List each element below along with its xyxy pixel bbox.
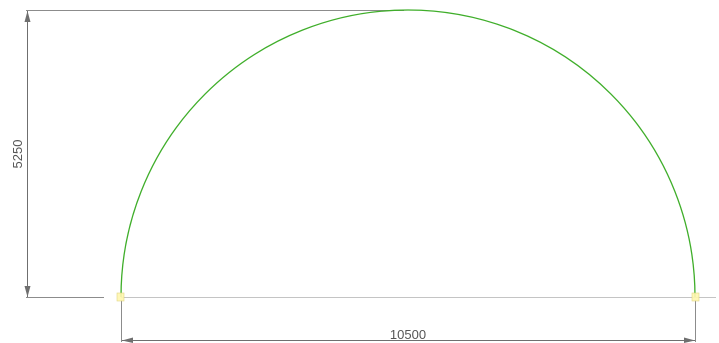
- semicircle-arc[interactable]: [120, 9, 696, 298]
- height-bottom-arrow: [24, 286, 31, 297]
- height-dimension-label[interactable]: 5250: [10, 140, 25, 169]
- width-dimension-label[interactable]: 10500: [390, 327, 426, 342]
- height-top-arrow: [24, 11, 31, 22]
- width-left-arrow: [122, 337, 133, 343]
- width-right-arrow: [684, 337, 695, 343]
- left-endpoint-grip[interactable]: [116, 292, 125, 302]
- right-endpoint-grip[interactable]: [691, 292, 700, 302]
